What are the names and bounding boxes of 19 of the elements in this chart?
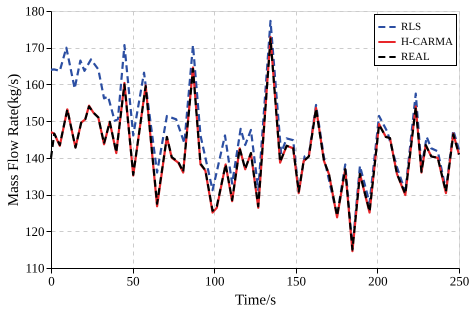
y-tick-label: 120 [25,224,44,239]
x-tick-label: 200 [368,274,388,288]
y-tick-label: 110 [25,260,44,276]
y-axis-title: Mass Flow Rate(kg/s) [6,74,22,206]
x-tick-label: 100 [204,274,224,288]
y-tick-label: 140 [25,150,44,166]
y-tick-label: 150 [25,114,44,129]
legend-label: REAL [401,51,430,63]
legend-label: H-CARMA [401,36,454,48]
y-tick-label: 130 [25,187,44,202]
x-tick-label: 0 [48,274,55,288]
y-tick-label: 160 [25,76,44,92]
y-tick-label: 170 [25,40,44,56]
x-tick-label: 250 [450,274,470,288]
x-tick-label: 50 [126,274,140,288]
y-tick-label: 180 [25,4,44,18]
x-axis-title: Time/s [234,292,276,308]
x-tick-label: 150 [286,274,306,288]
legend-label: RLS [401,21,422,33]
